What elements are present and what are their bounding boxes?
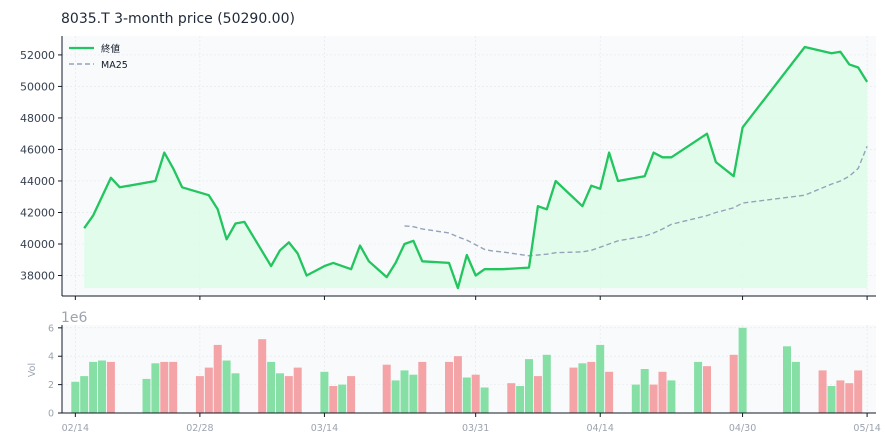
volume-ytick-label: 6 [48, 323, 54, 334]
volume-bar [507, 383, 516, 413]
volume-offset-label: 1e6 [61, 310, 88, 326]
volume-bar [391, 380, 400, 413]
volume-axis-label: Vol [27, 363, 38, 377]
volume-ytick-label: 0 [48, 409, 54, 420]
volume-bar [587, 361, 596, 413]
volume-bar [151, 363, 160, 413]
xtick-label: 02/14 [62, 423, 89, 434]
volume-bar [827, 386, 836, 413]
volume-ytick-label: 2 [48, 380, 54, 391]
volume-bar [453, 356, 462, 413]
volume-bar [71, 381, 80, 413]
xtick-label: 03/31 [462, 423, 489, 434]
volume-bar [640, 369, 649, 413]
volume-bar [533, 376, 542, 413]
volume-bar [694, 361, 703, 413]
volume-bar [195, 376, 204, 413]
volume-bar [89, 361, 98, 413]
volume-bar [231, 373, 240, 413]
volume-bar [631, 384, 640, 413]
xtick-label: 04/14 [587, 423, 614, 434]
price-ytick-label: 42000 [20, 206, 55, 219]
volume-bar [569, 367, 578, 413]
price-area-fill [84, 47, 868, 289]
volume-panel: 0 2 4 6 02/14 02/28 03/14 03/31 04/14 04/30 05/14… [27, 310, 881, 434]
legend-label-ma25: MA25 [101, 60, 128, 71]
price-y-axis: 38000 40000 42000 44000 46000 48000 50000 52000 [20, 49, 62, 283]
volume-bar [596, 344, 605, 413]
volume-bar [284, 376, 293, 413]
price-panel: 38000 40000 42000 44000 46000 48000 50000 52000… [20, 36, 876, 300]
volume-bar [213, 344, 222, 413]
volume-ytick-label: 4 [48, 352, 54, 363]
price-ytick-label: 46000 [20, 143, 55, 156]
ma25-line [404, 146, 868, 257]
volume-bar [729, 354, 738, 413]
volume-bar [293, 367, 302, 413]
volume-bar [791, 361, 800, 413]
volume-bar [409, 374, 418, 413]
volume-bar [329, 386, 338, 413]
price-x-ticks [74, 296, 868, 300]
volume-bar [578, 363, 587, 413]
volume-bar [649, 384, 658, 413]
volume-bar [836, 380, 845, 413]
volume-bar [738, 327, 747, 413]
volume-bar [462, 377, 471, 413]
volume-bar [667, 380, 676, 413]
x-axis: 02/14 02/28 03/14 03/31 04/14 04/30 05/14 [62, 413, 881, 434]
price-ytick-label: 50000 [20, 80, 55, 93]
volume-bar [80, 376, 89, 413]
chart-title: 8035.T 3-month price (50290.00) [61, 11, 295, 27]
volume-bar [516, 386, 525, 413]
volume-bar [347, 376, 356, 413]
volume-bar [658, 371, 667, 413]
volume-bar [160, 361, 169, 413]
price-ytick-label: 40000 [20, 238, 55, 251]
volume-bar [480, 387, 489, 413]
volume-y-axis: 0 2 4 6 [48, 323, 62, 420]
volume-bars [71, 327, 863, 413]
volume-bar [845, 383, 854, 413]
volume-bar [703, 366, 711, 413]
xtick-label: 03/14 [311, 423, 338, 434]
volume-bar [605, 371, 614, 413]
legend-label-price: 終値 [101, 43, 121, 55]
volume-bar [818, 370, 827, 413]
volume-bar [445, 361, 453, 413]
price-line [83, 45, 869, 290]
volume-bar [525, 359, 533, 413]
volume-bar [98, 360, 106, 413]
price-ytick-label: 38000 [20, 270, 55, 283]
volume-bar [204, 367, 213, 413]
price-ytick-label: 52000 [20, 49, 55, 62]
volume-bar [320, 371, 329, 413]
volume-bar [169, 361, 178, 413]
volume-bar [400, 370, 409, 413]
volume-bar [783, 346, 791, 413]
volume-bar [418, 361, 427, 413]
price-ytick-label: 44000 [20, 175, 55, 188]
volume-bar [267, 361, 276, 413]
volume-bar [542, 354, 551, 413]
xtick-label: 02/28 [186, 423, 213, 434]
legend: 終値 MA25 [69, 43, 128, 71]
volume-bar [471, 374, 480, 413]
volume-bar [142, 378, 151, 413]
volume-bar [258, 339, 267, 413]
price-ytick-label: 48000 [20, 112, 55, 125]
xtick-label: 04/30 [729, 423, 756, 434]
volume-bar [276, 373, 284, 413]
xtick-label: 05/14 [853, 423, 880, 434]
volume-bar [338, 384, 347, 413]
volume-bar [382, 364, 391, 413]
volume-bar [854, 370, 863, 413]
volume-bar [222, 360, 231, 413]
volume-bar [106, 361, 115, 413]
